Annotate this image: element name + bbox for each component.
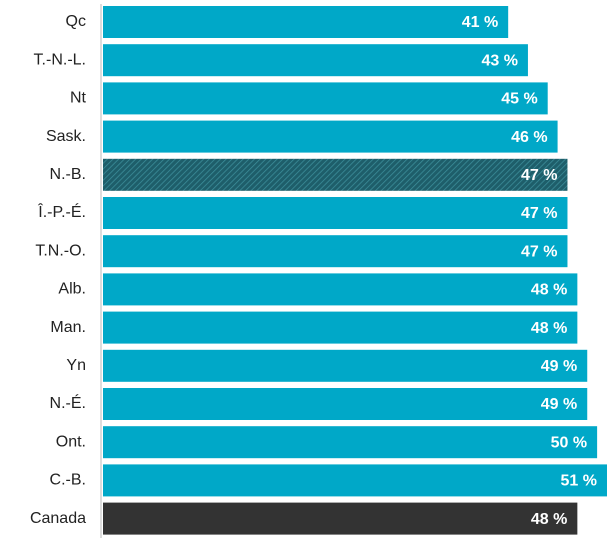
value-label: 47 % (521, 167, 557, 184)
bar (103, 388, 588, 420)
bar (103, 120, 558, 153)
category-label: Alb. (58, 281, 86, 298)
category-label: Nt (70, 90, 87, 107)
category-label: Ont. (56, 433, 86, 450)
value-label: 41 % (462, 14, 498, 31)
category-label: Sask. (46, 128, 86, 145)
bar (103, 426, 598, 459)
value-label: 48 % (531, 511, 567, 528)
value-label: 48 % (531, 282, 567, 299)
category-label: N.-B. (50, 166, 86, 183)
value-label: 47 % (521, 243, 557, 260)
bar (103, 349, 588, 382)
category-label: Canada (30, 510, 86, 527)
value-label: 51 % (561, 473, 597, 490)
bar (103, 6, 509, 38)
bar (103, 82, 548, 115)
value-label: 45 % (501, 91, 537, 108)
value-label: 46 % (511, 129, 547, 146)
value-label: 47 % (521, 205, 557, 222)
category-label: T.-N.-L. (34, 51, 86, 68)
category-label: N.-É. (50, 393, 86, 412)
bar (103, 197, 568, 229)
bar (103, 311, 578, 344)
value-label: 50 % (551, 434, 587, 451)
bar (103, 235, 568, 268)
value-label: 43 % (481, 52, 517, 69)
category-label: C.-B. (50, 472, 86, 489)
bar (103, 464, 607, 497)
category-label: Î.-P.-É. (37, 202, 86, 221)
category-label: Qc (66, 13, 86, 30)
bar (103, 502, 578, 535)
bar (103, 158, 568, 191)
value-label: 48 % (531, 320, 567, 337)
category-label: Yn (66, 357, 86, 374)
category-label: T.N.-O. (35, 242, 86, 259)
bar (103, 273, 578, 306)
value-label: 49 % (541, 396, 577, 413)
value-label: 49 % (541, 358, 577, 375)
bar (103, 44, 528, 77)
category-label: Man. (50, 319, 86, 336)
